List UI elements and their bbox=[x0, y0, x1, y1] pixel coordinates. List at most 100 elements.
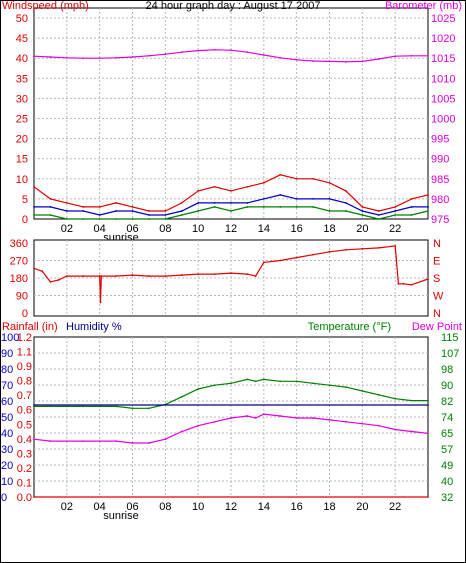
direction-series-point bbox=[131, 274, 134, 276]
temp-x-tick-label: 16 bbox=[291, 501, 303, 513]
temp-series-point-temperature bbox=[262, 413, 265, 416]
barometer-tick-label: 1000 bbox=[431, 114, 455, 126]
wind-series-point-green bbox=[427, 210, 429, 212]
barometer-tick-label: 985 bbox=[431, 174, 449, 186]
direction-tick-label: 360 bbox=[10, 238, 28, 250]
direction-series-point bbox=[100, 275, 103, 277]
wind-series-point-magenta bbox=[131, 56, 134, 58]
direction-series-point bbox=[82, 275, 85, 277]
wind-series-point-blue bbox=[377, 214, 380, 216]
wind-series-point-red bbox=[148, 210, 150, 212]
temp-series-point-rainfall bbox=[33, 496, 35, 498]
direction-series-point bbox=[164, 275, 167, 277]
compass-tick-label: N bbox=[433, 238, 441, 250]
temp-series-point-temperature bbox=[131, 442, 134, 444]
temp-series-point-temperature bbox=[148, 407, 150, 410]
temp-series-point-temperature bbox=[328, 418, 331, 421]
wind-series-point-green bbox=[246, 206, 249, 208]
wind-series-point-red bbox=[230, 189, 232, 192]
temp-series-point-temperature bbox=[254, 417, 257, 419]
direction-series-point bbox=[312, 253, 314, 256]
wind-x-tick-label: 22 bbox=[389, 223, 401, 235]
wind-x-tick-label: 02 bbox=[61, 223, 73, 235]
temp-series-point-temperature bbox=[377, 393, 380, 396]
direction-series-point bbox=[57, 279, 60, 281]
wind-series-point-green bbox=[49, 214, 52, 216]
temp-series-point-temperature bbox=[65, 440, 68, 442]
barometer-tick-label: 1010 bbox=[431, 73, 455, 85]
direction-series-point bbox=[148, 275, 150, 277]
direction-series-point bbox=[361, 247, 364, 250]
wind-series-point-magenta bbox=[33, 55, 35, 58]
wind-series-point-red bbox=[312, 177, 314, 180]
wind-series-point-blue bbox=[328, 198, 331, 200]
wind-series-point-red bbox=[394, 206, 397, 208]
wind-series-point-green bbox=[33, 214, 35, 216]
direction-series-point bbox=[197, 273, 200, 276]
wind-series-point-green bbox=[148, 218, 150, 220]
wind-series-point-red bbox=[377, 210, 380, 212]
direction-series-point bbox=[295, 256, 298, 259]
wind-series-point-magenta bbox=[312, 60, 314, 62]
windspeed-tick-label: 0 bbox=[22, 214, 28, 226]
direction-series-point bbox=[377, 246, 380, 249]
wind-series-point-blue bbox=[361, 210, 364, 212]
barometer-tick-label: 1015 bbox=[431, 53, 455, 65]
humidity-tick-label: 60 bbox=[1, 396, 13, 408]
temp-series-point-temperature bbox=[115, 440, 117, 442]
windspeed-tick-label: 45 bbox=[16, 33, 28, 45]
humidity-tick-label: 90 bbox=[1, 348, 13, 360]
windspeed-tick-label: 50 bbox=[16, 13, 28, 25]
direction-series-point bbox=[402, 282, 405, 285]
wind-x-tick-label: 12 bbox=[225, 223, 237, 235]
direction-series-point bbox=[246, 273, 249, 276]
wind-series-point-blue bbox=[230, 202, 232, 204]
windspeed-tick-label: 20 bbox=[16, 134, 28, 146]
dewpoint-axis-label: Dew Point bbox=[412, 321, 462, 333]
temperature-tick-label: 65 bbox=[441, 428, 453, 440]
windspeed-axis-label: Windspeed (mph) bbox=[2, 0, 89, 12]
wind-series-point-green bbox=[98, 218, 101, 220]
humidity-axis-label: Humidity % bbox=[66, 321, 122, 333]
wind-series-point-green bbox=[82, 218, 85, 220]
rainfall-tick-label: 0.9 bbox=[17, 361, 32, 373]
temp-series-point-temperature bbox=[427, 399, 429, 402]
direction-tick-label: 270 bbox=[10, 256, 28, 268]
rainfall-tick-label: 0.5 bbox=[17, 419, 32, 431]
wind-series-point-blue bbox=[65, 210, 68, 212]
temp-series-point-temperature bbox=[262, 378, 265, 381]
wind-series-point-green bbox=[295, 206, 298, 208]
wind-series-point-red bbox=[98, 206, 101, 208]
humidity-tick-label: 50 bbox=[1, 412, 13, 424]
windspeed-tick-label: 35 bbox=[16, 73, 28, 85]
temp-series-point-temperature bbox=[279, 415, 282, 417]
wind-series-point-magenta bbox=[98, 57, 101, 60]
wind-series-point-blue bbox=[164, 214, 167, 216]
temp-series-point-temperature bbox=[246, 415, 249, 417]
wind-series-point-magenta bbox=[345, 60, 347, 63]
compass-tick-label: W bbox=[433, 291, 444, 303]
temp-series-point-temperature bbox=[33, 438, 35, 441]
wind-series-point-magenta bbox=[180, 51, 183, 54]
temp-series-point-temperature bbox=[197, 388, 200, 390]
wind-series-point-blue bbox=[345, 202, 347, 204]
wind-series-point-magenta bbox=[82, 57, 85, 60]
wind-series-point-blue bbox=[279, 193, 282, 196]
temp-series-point-temperature bbox=[131, 407, 134, 410]
temperature-tick-label: 57 bbox=[441, 444, 453, 456]
wind-series-point-green bbox=[262, 206, 265, 208]
humidity-tick-label: 10 bbox=[1, 476, 13, 488]
temp-series-point-temperature bbox=[180, 395, 183, 398]
rainfall-tick-label: 1.2 bbox=[17, 332, 32, 344]
barometer-tick-label: 1025 bbox=[431, 13, 455, 25]
direction-series-point bbox=[230, 272, 232, 275]
temp-series-point-temperature bbox=[410, 430, 413, 433]
wind-series-point-magenta bbox=[410, 54, 413, 57]
wind-series-point-blue bbox=[213, 202, 216, 204]
direction-series-point bbox=[213, 273, 216, 276]
wind-series-point-red bbox=[246, 185, 249, 188]
direction-series-point bbox=[33, 267, 35, 270]
wind-x-tick-label: 14 bbox=[258, 223, 270, 235]
wind-x-tick-label: 18 bbox=[323, 223, 335, 235]
temp-series-point-temperature bbox=[361, 390, 364, 392]
